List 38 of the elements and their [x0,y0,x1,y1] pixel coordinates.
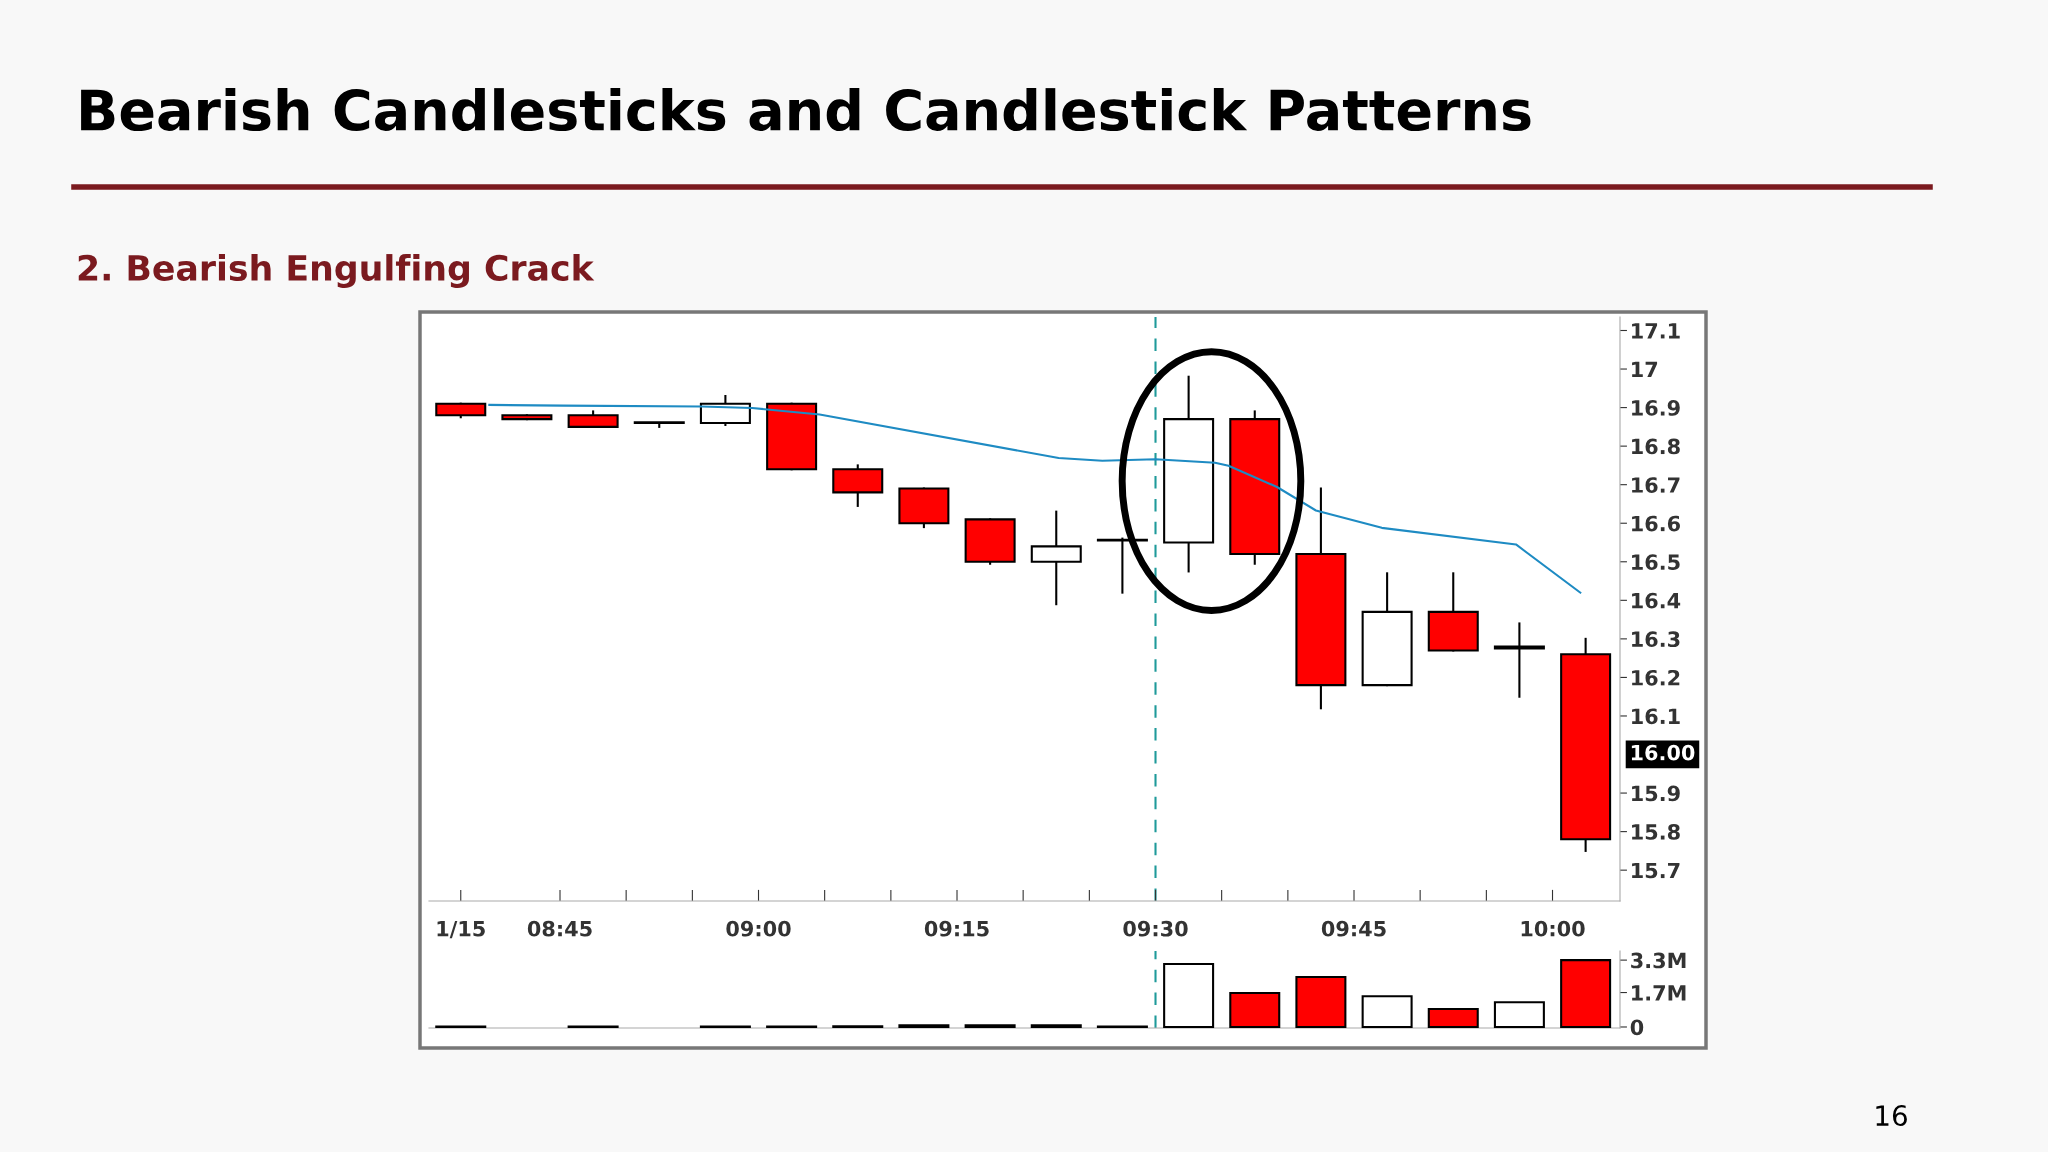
y-tick-label: 16.8 [1632,438,1680,455]
y-tick-label: 17.1 [1632,323,1680,339]
y-tick-label: 16.2 [1632,669,1680,686]
y-tick-label: 16.3 [1632,631,1680,648]
y-tick-label: 1.7M [1632,985,1686,1001]
bar [1361,995,1413,1028]
x-tick-label: 1/15 [437,921,485,939]
bar [1560,959,1612,1028]
line-series [488,403,1582,594]
y-tick-label: 15.7 [1632,862,1680,879]
y-tick-label: 16.7 [1632,477,1680,493]
x-tick-label: 09:00 [726,920,791,937]
text: 16 [1876,1105,1907,1127]
bar [1295,975,1347,1028]
y-tick-label: 17 [1632,361,1658,377]
x-tick-label: 10:00 [1521,920,1585,937]
candlestick [1493,622,1545,698]
bar [1427,1007,1479,1028]
y-tick-label: 16.1 [1632,708,1680,725]
bar [1163,962,1215,1028]
y-tick-label: 16.4 [1632,592,1681,609]
bar [1493,1001,1545,1028]
bar [1229,991,1281,1028]
y-tick-label: 0 [1630,1019,1644,1036]
x-tick-label: 09:45 [1321,920,1386,937]
y-tick-label: 15.8 [1632,824,1680,840]
x-tick-label: 09:15 [924,920,989,937]
y-tick-label: 16.9 [1632,400,1680,416]
y-tick-label: 15.9 [1632,785,1680,802]
candlestick [633,421,685,428]
x-tick-label: 08:45 [527,920,592,937]
y-tick-label: 16.6 [1632,515,1680,532]
chart-subtitle: 2. Bearish Engulfing Crack [78,254,595,288]
x-tick-label: 09:30 [1123,920,1188,937]
chart-title: Bearish Candlesticks and Candlestick Patterns [81,88,1531,132]
y-tick-label: 16.5 [1632,554,1680,570]
text: 16.00 [1631,744,1695,761]
y-tick-label: 3.3M [1631,952,1686,969]
